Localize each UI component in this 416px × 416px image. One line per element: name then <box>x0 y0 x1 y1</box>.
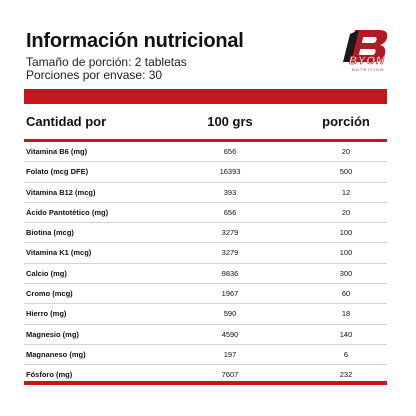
nutrient-name: Calcio (mg) <box>26 268 67 278</box>
value-per-100g: 9836 <box>221 268 239 278</box>
nutrient-name: Vitamina B6 (mg) <box>26 147 88 156</box>
serving-size: Tamaño de porción: 2 tabletas <box>26 55 187 69</box>
servings-per-container: Porciones por envase: 30 <box>26 68 163 82</box>
table-row: Hierro (mg) 590 18 <box>24 304 387 325</box>
value-per-serving: 60 <box>341 289 351 299</box>
value-per-serving: 20 <box>341 147 351 156</box>
table-row: Ácido Pantotético (mg) 656 20 <box>24 203 387 224</box>
value-per-100g: 16393 <box>219 167 241 177</box>
table-row: Vitamina K1 (mcg) 3279 100 <box>24 243 387 264</box>
value-per-serving: 140 <box>339 329 353 339</box>
value-per-serving: 100 <box>339 248 353 258</box>
value-per-100g: 3279 <box>221 248 239 258</box>
value-per-serving: 500 <box>339 167 353 177</box>
value-per-serving: 20 <box>341 207 351 217</box>
table-row: Vitamina B12 (mcg) 393 12 <box>24 183 387 203</box>
value-per-serving: 300 <box>339 268 353 278</box>
value-per-100g: 656 <box>223 147 237 156</box>
nutrient-name: Vitamina B12 (mcg) <box>26 187 96 197</box>
brand-wordmark: BYON <box>349 55 385 68</box>
table-row: Calcio (mg) 9836 300 <box>24 264 387 285</box>
footer-accent-bar <box>24 381 387 385</box>
page-title: Información nutricional <box>26 30 244 52</box>
value-per-100g: 1967 <box>221 289 239 299</box>
nutrient-name: Magnesio (mg) <box>26 329 79 339</box>
value-per-100g: 393 <box>223 187 237 197</box>
value-per-100g: 3279 <box>221 228 239 238</box>
value-per-100g: 590 <box>223 309 237 319</box>
value-per-serving: 18 <box>341 309 351 319</box>
nutrient-name: Magnaneso (mg) <box>26 349 86 359</box>
brand-tagline: NUTRITION <box>351 67 385 72</box>
table-row: Folato (mcg DFE) 16393 500 <box>24 162 387 183</box>
value-per-serving: 100 <box>339 228 353 238</box>
value-per-100g: 197 <box>223 349 237 359</box>
nutrient-name: Fósforo (mg) <box>26 370 73 380</box>
value-per-100g: 4590 <box>221 329 239 339</box>
table-header: Cantidad por 100 grs porción <box>24 108 387 138</box>
table-row: Biotina (mcg) 3279 100 <box>24 223 387 244</box>
brand-logo-icon <box>343 30 388 62</box>
column-header-100g: 100 grs <box>207 114 253 129</box>
header-accent-bar <box>24 89 387 104</box>
value-per-serving: 6 <box>343 349 349 359</box>
table-row: Fósforo (mg) 7607 232 <box>24 365 387 385</box>
nutrient-name: Ácido Pantotético (mg) <box>26 207 109 217</box>
column-header-name: Cantidad por <box>26 114 107 129</box>
nutrient-name: Hierro (mg) <box>26 309 67 319</box>
header-divider <box>24 139 387 142</box>
table-row: Vitamina B6 (mg) 656 20 <box>24 142 387 163</box>
nutrition-table: Vitamina B6 (mg) 656 20 Folato (mcg DFE) 16… <box>24 142 387 386</box>
table-row: Magnaneso (mg) 197 6 <box>24 345 387 366</box>
table-row: Magnesio (mg) 4590 140 <box>24 325 387 345</box>
value-per-100g: 7607 <box>221 370 239 380</box>
value-per-serving: 232 <box>339 370 353 380</box>
nutrient-name: Vitamina K1 (mcg) <box>26 248 92 258</box>
nutrient-name: Biotina (mcg) <box>26 228 74 238</box>
column-header-serving: porción <box>322 114 370 129</box>
nutrient-name: Folato (mcg DFE) <box>26 167 89 177</box>
value-per-100g: 656 <box>223 207 237 217</box>
table-row: Cromo (mcg) 1967 60 <box>24 284 387 305</box>
nutrient-name: Cromo (mcg) <box>26 289 73 299</box>
value-per-serving: 12 <box>341 187 351 197</box>
